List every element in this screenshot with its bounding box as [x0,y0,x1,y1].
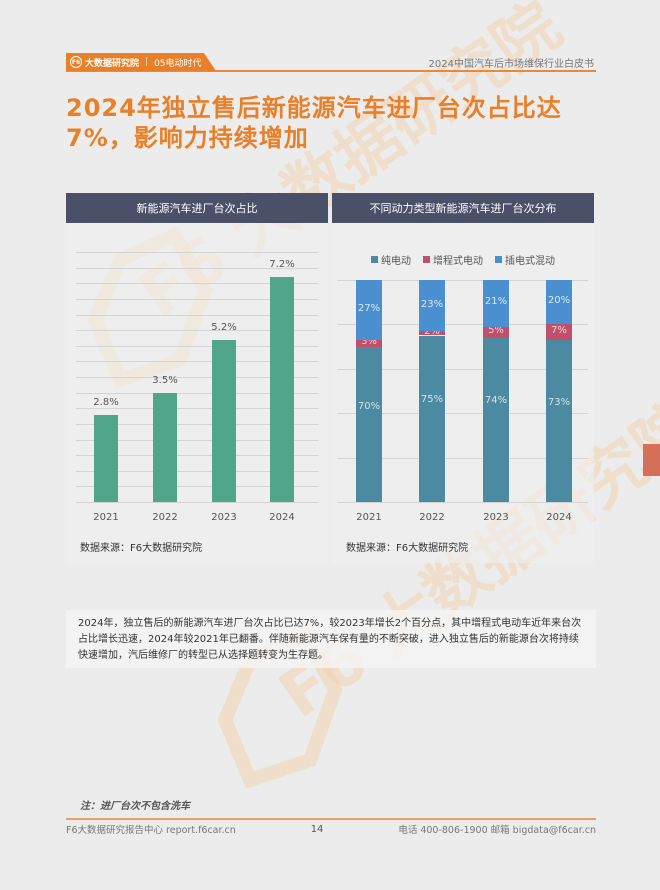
legend-label: 增程式电动 [433,256,483,267]
grid-line [76,330,318,332]
grid-line [76,439,318,441]
segment-value-label: 5% [488,325,504,337]
stacked-bar-chart-area: 70% 3% 27% 2021 75% 2% 23% 2022 74% 5% 21% 2023 73% 7… [332,223,594,563]
grid-line [76,470,318,472]
x-axis-label: 2022 [419,512,445,523]
chapter-side-tab[interactable] [643,444,660,476]
x-axis-label: 2024 [546,512,572,523]
grid-line [76,252,318,253]
bar-segment-2022 [419,280,445,332]
footer-contact: 电话 400-806-1900 邮箱 bigdata@f6car.cn [398,825,596,836]
bar-2021 [94,414,118,502]
grid-line [338,502,588,503]
bar-segment-2021 [356,280,382,340]
legend-item-phev: 插电式混动 [495,252,555,267]
section-name: 05电动时代 [154,58,202,69]
grid-line [338,368,588,370]
chart-legend: 纯电动 增程式电动 插电式混动 [332,252,594,267]
bar-segment-2024 [546,324,572,340]
title-line-1: 2024年独立售后新能源汽车进厂台次占比达 [66,94,562,122]
data-source: 数据来源：F6大数据研究院 [80,543,203,554]
bar-2022 [153,392,177,502]
segment-value-label: 27% [357,302,381,314]
title-line-2: 7%，影响力持续增加 [66,124,309,152]
bar-segment-2023 [483,280,509,327]
grid-line [76,314,318,316]
bar-segment-2024 [546,280,572,325]
legend-item-erev: 增程式电动 [423,252,483,267]
segment-value-label: 74% [484,395,508,407]
header-section-tag: F6 大数据研究院 | 05电动时代 [66,53,216,71]
legend-swatch [371,256,378,263]
legend-item-pure-ev: 纯电动 [371,252,411,267]
grid-line [76,298,318,300]
grid-line [76,486,318,488]
footer-left: F6大数据研究报告中心 report.f6car.cn [66,825,236,836]
segment-value-label: 23% [420,298,444,310]
bar-segment-2023 [483,337,509,502]
bar-segment-2023 [483,326,509,338]
org-name: 大数据研究院 [85,58,140,69]
header-separator: | [145,57,149,67]
bar-2023 [212,339,236,502]
segment-value-label: 20% [547,295,571,307]
grid-line [76,408,318,410]
x-axis-label: 2021 [93,512,119,523]
bar-segment-2021 [356,346,382,502]
grid-line [76,455,318,457]
page-title: 2024年独立售后新能源汽车进厂台次占比达 7%，影响力持续增加 [66,93,606,153]
x-axis-label: 2023 [211,512,237,523]
segment-value-label: 7% [551,325,567,337]
chart-panel-nev-share: 新能源汽车进厂台次占比 2.8% 2021 3.5% 2022 5.2% 2023 7.2%… [66,193,328,563]
footer-divider [66,818,596,820]
segment-value-label: 3% [361,336,377,348]
legend-swatch [423,256,430,263]
grid-line [76,502,318,503]
page-footer: F6大数据研究报告中心 report.f6car.cn 14 电话 400-80… [66,822,596,837]
grid-line [76,392,318,394]
grid-line [338,324,588,326]
bar-value-label: 7.2% [269,259,295,270]
bar-2024 [270,277,294,502]
summary-paragraph: 2024年，独立售后的新能源汽车进厂台次占比已达7%，较2023年增长2个百分点… [66,610,596,668]
footnote: 注：进厂台次不包含洗车 [80,801,190,812]
grid-line [76,267,318,269]
bar-segment-2022 [419,331,445,336]
chart-panel-powertrain-distribution: 不同动力类型新能源汽车进厂台次分布 纯电动 增程式电动 插电式混动 70% 3% 2… [332,193,594,563]
bar-segment-2024 [546,339,572,502]
legend-label: 插电式混动 [505,256,555,267]
bar-value-label: 3.5% [152,374,178,386]
grid-line [76,345,318,347]
legend-label: 纯电动 [381,256,411,267]
grid-line [338,413,588,415]
f6-logo-icon: F6 [70,56,82,68]
grid-line [76,361,318,363]
bar-segment-2021 [356,339,382,347]
x-axis-label: 2024 [269,512,295,523]
page-number: 14 [310,823,324,835]
x-axis-label: 2023 [483,512,509,523]
bar-chart-area: 2.8% 2021 3.5% 2022 5.2% 2023 7.2% 2024 [66,223,328,563]
chart-title: 新能源汽车进厂台次占比 [66,193,328,223]
page-header: F6 大数据研究院 | 05电动时代 2024中国汽车后市场维保行业白皮书 [66,53,596,72]
data-source: 数据来源：F6大数据研究院 [346,543,469,554]
bar-segment-2022 [419,335,445,502]
document-title: 2024中国汽车后市场维保行业白皮书 [428,59,594,70]
x-axis-label: 2021 [356,512,382,523]
grid-line [76,377,318,378]
bar-value-label: 5.2% [211,321,237,333]
bar-value-label: 2.8% [93,396,119,408]
segment-value-label: 2% [424,326,440,338]
segment-value-label: 73% [547,396,571,408]
grid-line [76,283,318,285]
segment-value-label: 70% [357,400,381,412]
x-axis-label: 2022 [152,512,178,523]
grid-line [338,280,588,281]
segment-value-label: 75% [420,393,444,405]
chart-title: 不同动力类型新能源汽车进厂台次分布 [332,193,594,223]
grid-line [338,457,588,459]
segment-value-label: 21% [484,296,508,308]
legend-swatch [495,256,502,263]
grid-line [76,423,318,425]
